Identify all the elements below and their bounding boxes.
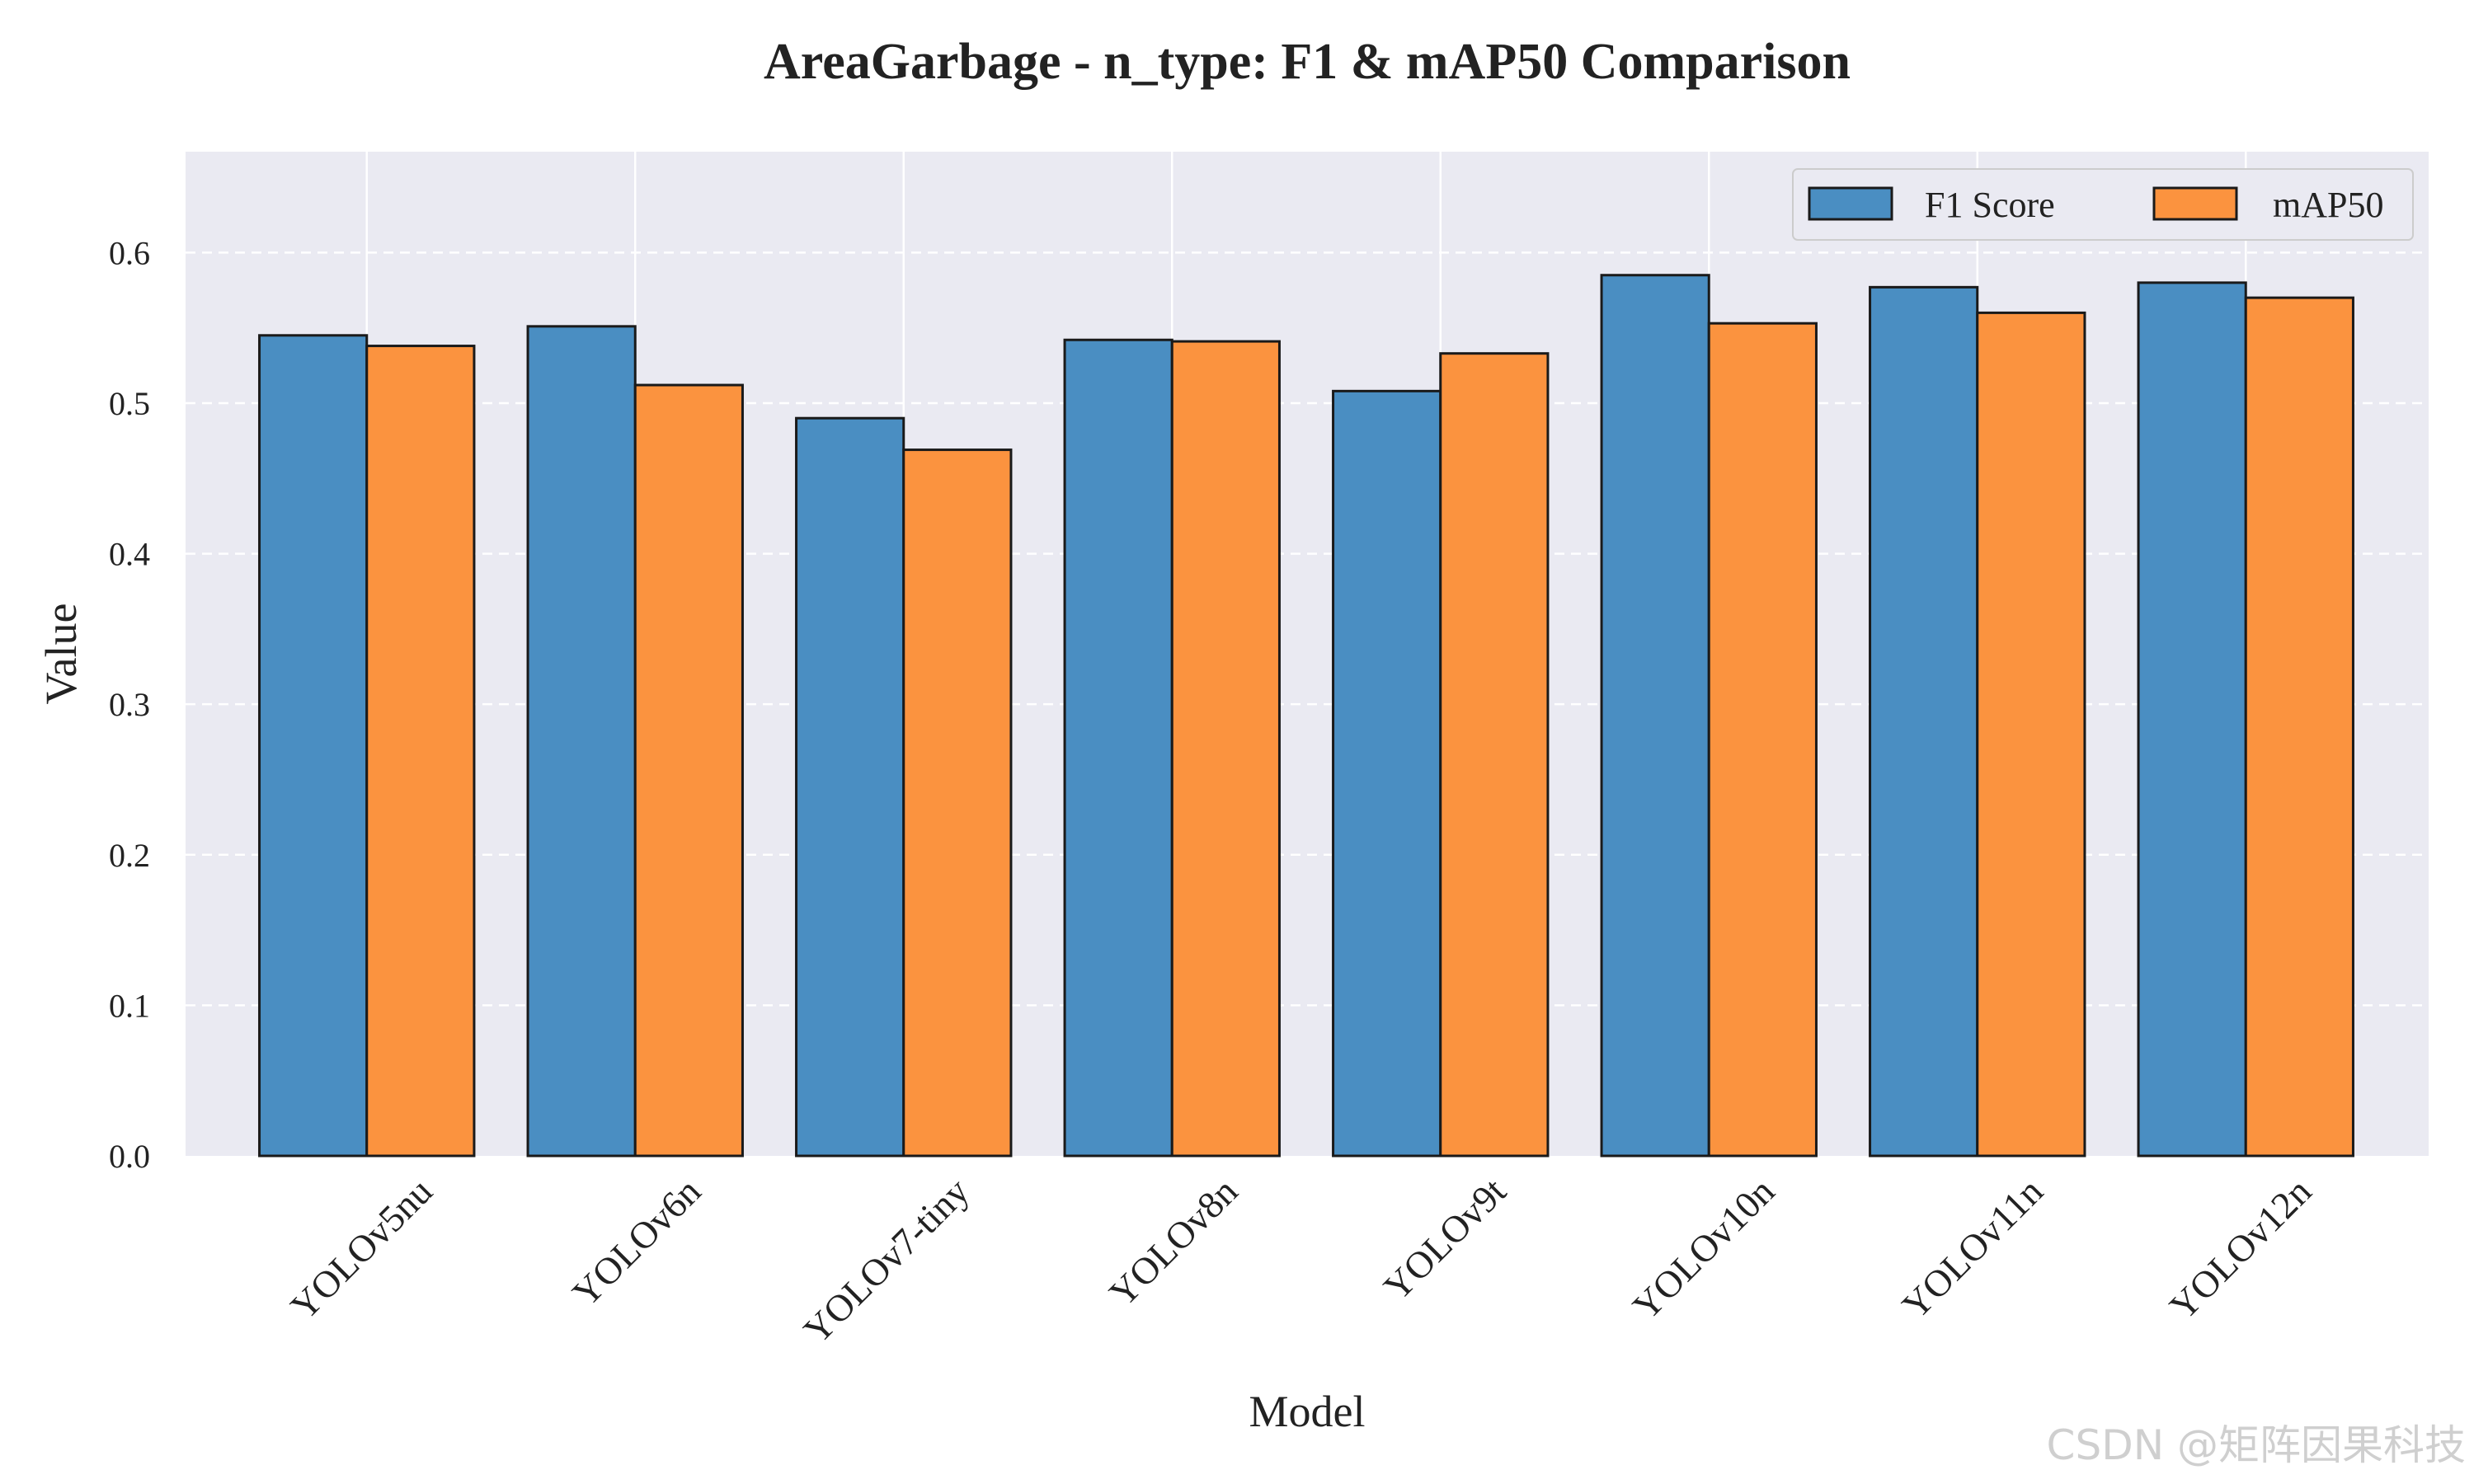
legend-box <box>1792 168 2414 241</box>
x-tick-labels: YOLOv5nu YOLOv6n YOLOv7-tiny YOLOv8n YOLOv9t… <box>282 1170 2319 1352</box>
legend-swatch <box>1808 186 1893 221</box>
map50-bar <box>2244 296 2354 1158</box>
f1-bar <box>1332 389 1442 1158</box>
x-tick-label: YOLOv5nu <box>282 1170 440 1327</box>
map50-bar <box>365 345 476 1158</box>
legend-swatch <box>2152 186 2238 221</box>
x-axis-label: Model <box>1249 1387 1366 1436</box>
legend-label: F1 Score <box>1925 185 2055 225</box>
x-tick-label: YOLOv11n <box>1894 1170 2051 1327</box>
watermark: CSDN @矩阵因果科技 <box>2047 1421 2466 1469</box>
f1-bar <box>258 334 369 1158</box>
f1-bar <box>1063 338 1174 1158</box>
x-tick-label: YOLOv6n <box>564 1170 708 1314</box>
y-tick-label: 0.0 <box>109 1138 150 1175</box>
y-tick-label: 0.3 <box>109 686 150 723</box>
f1-bar <box>2137 281 2247 1158</box>
y-tick-label: 0.4 <box>109 536 150 573</box>
chart-title: AreaGarbage - n_type: F1 & mAP50 Compari… <box>764 34 1851 90</box>
y-tick-label: 0.6 <box>109 234 150 271</box>
x-tick-label: YOLOv7-tiny <box>795 1170 976 1351</box>
f1-bar <box>1869 285 1979 1158</box>
y-tick-label: 0.2 <box>109 837 150 874</box>
x-tick-label: YOLOv10n <box>1625 1170 1782 1327</box>
legend: F1 Score mAP50 <box>1792 168 2414 241</box>
f1-bar <box>1600 274 1710 1158</box>
f1-bar <box>526 325 637 1158</box>
x-tick-label: YOLOv12n <box>2161 1170 2319 1327</box>
bars <box>258 274 2354 1158</box>
f1-bar <box>795 416 905 1158</box>
map50-bar <box>1976 311 2086 1158</box>
y-tick-labels: 0.0 0.1 0.2 0.3 0.4 0.5 0.6 <box>109 234 150 1175</box>
map50-bar <box>1170 340 1281 1158</box>
map50-bar <box>1707 322 1818 1158</box>
map50-bar <box>902 448 1013 1158</box>
map50-bar <box>633 383 744 1158</box>
y-tick-label: 0.1 <box>109 987 150 1024</box>
y-tick-label: 0.5 <box>109 385 150 422</box>
legend-label: mAP50 <box>2273 185 2383 225</box>
y-axis-label: Value <box>36 603 86 705</box>
map50-bar <box>1439 352 1550 1158</box>
x-tick-label: YOLOv8n <box>1101 1170 1245 1314</box>
x-tick-label: YOLOv9t <box>1376 1170 1514 1308</box>
